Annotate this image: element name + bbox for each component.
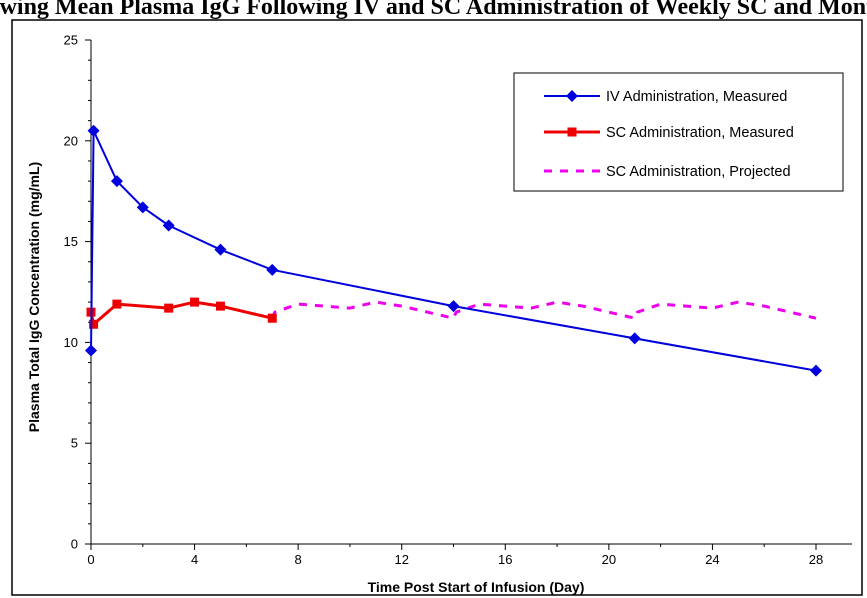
data-point xyxy=(162,219,175,232)
legend-label: SC Administration, Measured xyxy=(606,125,794,141)
legend-swatch-marker xyxy=(566,90,578,102)
data-point xyxy=(190,297,200,307)
x-tick-label: 16 xyxy=(498,552,512,567)
legend-entry: SC Administration, Measured xyxy=(544,125,794,141)
data-point xyxy=(164,303,174,313)
chart-title: Showing Mean Plasma IgG Following IV and… xyxy=(0,0,867,20)
data-point xyxy=(136,201,149,214)
x-tick-label: 28 xyxy=(809,552,823,567)
series-layer xyxy=(85,124,822,377)
data-point xyxy=(628,332,641,345)
series-line xyxy=(270,300,817,320)
x-tick-label: 8 xyxy=(295,552,302,567)
y-tick-label: 25 xyxy=(64,33,78,48)
x-axis-title: Time Post Start of Infusion (Day) xyxy=(368,579,585,595)
data-point xyxy=(110,175,123,188)
x-tick-label: 12 xyxy=(394,552,408,567)
legend-entry: IV Administration, Measured xyxy=(544,89,787,105)
data-point xyxy=(85,344,97,357)
data-point xyxy=(267,313,277,323)
x-tick-label: 20 xyxy=(602,552,616,567)
series-iv-administration-measured xyxy=(85,124,822,377)
y-tick-label: 10 xyxy=(64,335,78,350)
legend-entry: SC Administration, Projected xyxy=(544,164,791,180)
data-point xyxy=(447,300,460,313)
x-tick-label: 4 xyxy=(191,552,198,567)
data-point xyxy=(112,299,122,309)
data-point xyxy=(87,124,100,137)
y-tick-label: 5 xyxy=(71,436,78,451)
y-axis-title: Plasma Total IgG Concentration (mg/mL) xyxy=(26,162,42,432)
legend-swatch-marker xyxy=(567,127,577,137)
legend-label: IV Administration, Measured xyxy=(606,89,787,105)
y-tick-label: 15 xyxy=(64,234,78,249)
legend-label: SC Administration, Projected xyxy=(606,164,791,180)
data-point xyxy=(89,319,99,329)
x-tick-label: 24 xyxy=(705,552,719,567)
data-point xyxy=(215,301,225,311)
legend: IV Administration, Measured SC Administra… xyxy=(513,72,844,192)
legend-entries: IV Administration, Measured SC Administra… xyxy=(544,89,794,180)
data-point xyxy=(810,364,822,377)
y-tick-label: 0 xyxy=(71,537,78,552)
series-line xyxy=(90,129,817,372)
axes: 0 5 10 15 20 25 0 4 8 12 16 20 24 28 xyxy=(64,33,852,567)
y-tick-label: 20 xyxy=(64,133,78,148)
data-point xyxy=(214,243,227,256)
series-sc-administration-projected xyxy=(270,300,817,320)
x-tick-label: 0 xyxy=(87,552,94,567)
data-point xyxy=(266,263,279,276)
